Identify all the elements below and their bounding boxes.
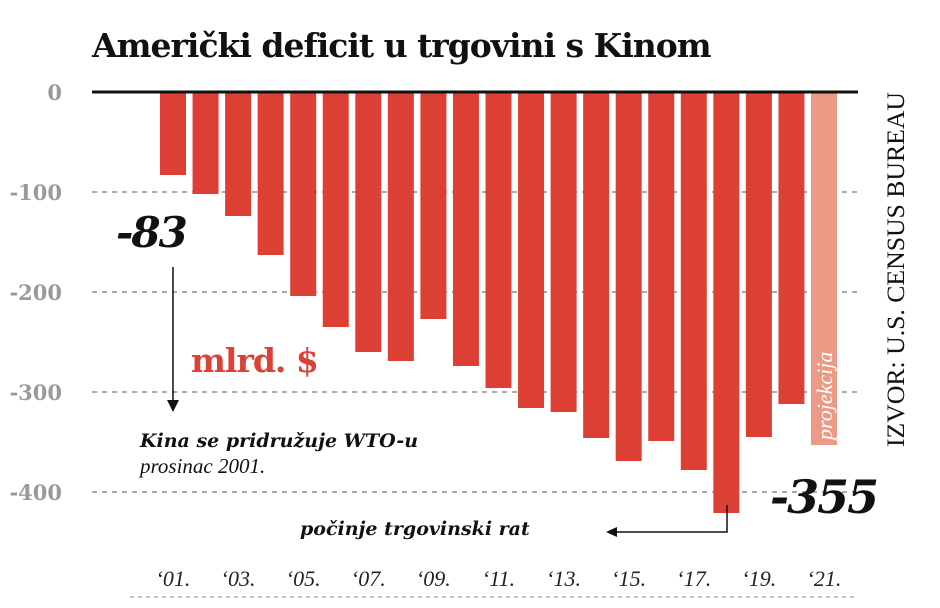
- x-tick-label: ‘09.: [416, 566, 451, 591]
- bar-projection-2021: [811, 92, 837, 445]
- peak-value-label: -355: [770, 470, 877, 524]
- bar-2013: [550, 92, 577, 412]
- bar-2004: [257, 92, 284, 255]
- x-tick-label: ‘17.: [676, 566, 711, 591]
- wto-arrow: [167, 267, 179, 412]
- unit-label: mlrd. $: [191, 341, 318, 380]
- bar-2008: [387, 92, 414, 361]
- trade-war-arrow: [606, 505, 728, 537]
- y-axis-ticks: 0 -100 -200 -300 -400: [9, 80, 62, 505]
- x-tick-label: ‘05.: [286, 566, 321, 591]
- y-tick-label: -400: [9, 480, 62, 505]
- bar-2003: [225, 92, 252, 216]
- bar-2015: [615, 92, 642, 461]
- x-tick-label: ‘07.: [351, 566, 386, 591]
- bar-2010: [452, 92, 479, 366]
- x-tick-label: ‘11.: [482, 566, 515, 591]
- bar-2019: [745, 92, 772, 437]
- bar-2002: [192, 92, 219, 194]
- y-tick-label: -300: [9, 380, 62, 405]
- bars: [160, 92, 837, 513]
- x-axis-ticks: ‘01. ‘03. ‘05. ‘07. ‘09. ‘11. ‘13. ‘15. ‘17. ‘19.…: [156, 566, 842, 591]
- bar-2018: [713, 92, 740, 513]
- wto-date: prosinac 2001.: [138, 454, 265, 478]
- y-tick-label: 0: [47, 80, 62, 105]
- x-tick-label: ‘03.: [221, 566, 256, 591]
- start-value-label: -83: [116, 208, 187, 257]
- projection-label: projekcija: [812, 352, 837, 442]
- x-tick-label: ‘01.: [156, 566, 191, 591]
- x-tick-label: ‘19.: [741, 566, 776, 591]
- x-tick-label: ‘21.: [807, 566, 842, 591]
- x-tick-label: ‘13.: [546, 566, 581, 591]
- bar-2017: [680, 92, 707, 470]
- bar-2016: [648, 92, 675, 441]
- trade-war-annotation: počinje trgovinski rat: [300, 518, 530, 540]
- bar-2005: [290, 92, 317, 296]
- wto-annotation: Kina se pridružuje WTO-u: [139, 430, 418, 452]
- y-tick-label: -200: [9, 280, 62, 305]
- x-tick-label: ‘15.: [611, 566, 646, 591]
- chart-title: Američki deficit u trgovini s Kinom: [91, 26, 712, 65]
- bar-2014: [583, 92, 610, 438]
- source-label: IZVOR: U.S. CENSUS BUREAU: [883, 92, 910, 447]
- bar-2006: [322, 92, 349, 327]
- bar-2012: [518, 92, 545, 408]
- bar-2009: [420, 92, 447, 319]
- bar-2020: [778, 92, 805, 404]
- bar-2001: [160, 92, 186, 175]
- bar-2011: [485, 92, 512, 388]
- y-tick-label: -100: [9, 180, 62, 205]
- bar-2007: [355, 92, 382, 352]
